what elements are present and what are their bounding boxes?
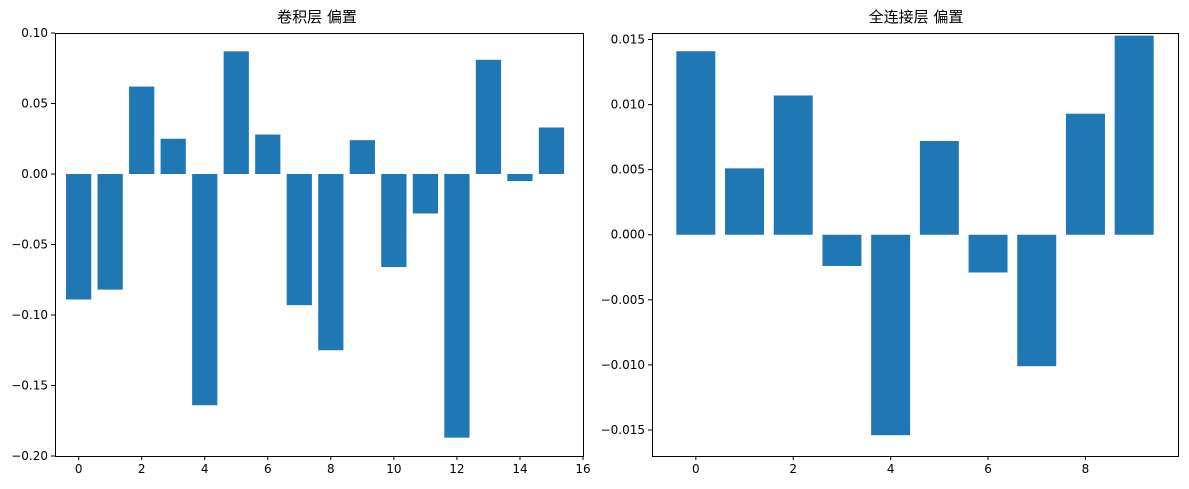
fc-x-tick-label: 2 <box>789 462 797 476</box>
conv-x-tick-label: 14 <box>512 462 527 476</box>
conv-y-tick-label: −0.05 <box>11 238 48 252</box>
conv-x-tick-label: 6 <box>264 462 272 476</box>
conv-bar-5 <box>223 51 249 174</box>
fc-bias-chart: 全连接层 偏置 0 2 4 6 8 0.015 0.010 0.005 0.000 −0.005 −… <box>601 8 1179 476</box>
conv-x-tick-label: 10 <box>386 462 401 476</box>
fc-y-tick-label: 0.000 <box>611 228 645 242</box>
fc-bar-4 <box>871 234 911 436</box>
fc-bar-8 <box>1065 113 1105 235</box>
conv-bar-0 <box>66 174 92 300</box>
fc-x-tick-label: 0 <box>692 462 700 476</box>
conv-y-tick-label: −0.15 <box>11 379 48 393</box>
fc-bar-5 <box>919 141 959 235</box>
fc-plot-frame <box>652 33 1179 457</box>
conv-x-tick-label: 8 <box>327 462 335 476</box>
fc-bar-6 <box>968 234 1008 273</box>
fc-y-tick-label: −0.005 <box>601 293 645 307</box>
conv-plot-frame <box>55 33 584 457</box>
fc-x-tick-label: 8 <box>1082 462 1090 476</box>
conv-bar-7 <box>286 174 312 306</box>
conv-bar-3 <box>160 138 186 174</box>
fc-y-tick-label: 0.005 <box>611 163 645 177</box>
conv-y-tick-label: 0.00 <box>21 167 48 181</box>
conv-y-tick-label: 0.05 <box>21 97 48 111</box>
fc-x-tick-label: 4 <box>887 462 895 476</box>
conv-y-tick-label: 0.10 <box>21 26 48 40</box>
fc-y-tick-label: −0.015 <box>601 423 645 437</box>
conv-bar-1 <box>97 174 123 290</box>
fc-bar-9 <box>1114 35 1154 235</box>
conv-bar-4 <box>192 174 218 406</box>
conv-bar-8 <box>318 174 344 351</box>
fc-bars <box>676 35 1154 436</box>
conv-bar-9 <box>349 140 375 174</box>
fc-y-tick-label: 0.015 <box>611 33 645 47</box>
fc-chart-title: 全连接层 偏置 <box>869 8 964 26</box>
fc-y-tick-label: −0.010 <box>601 358 645 372</box>
fc-bar-7 <box>1017 234 1057 367</box>
conv-bar-6 <box>255 134 281 174</box>
conv-bars <box>66 51 565 438</box>
conv-x-tick-label: 0 <box>75 462 83 476</box>
conv-bar-13 <box>475 59 502 174</box>
conv-x-tick-label: 2 <box>138 462 146 476</box>
conv-bar-12 <box>444 174 470 438</box>
fc-y-tick-label: 0.010 <box>611 98 645 112</box>
conv-bar-11 <box>412 174 438 214</box>
conv-axis-ticks: 0 2 4 6 8 10 12 14 16 0.10 0.05 0.00 −0.05 −0.10 −0.15… <box>11 26 590 476</box>
conv-chart-title: 卷积层 偏置 <box>277 8 357 26</box>
fc-bar-2 <box>773 95 813 235</box>
conv-x-tick-label: 16 <box>575 462 590 476</box>
conv-bar-14 <box>507 174 533 182</box>
conv-y-tick-label: −0.10 <box>11 308 48 322</box>
conv-y-tick-label: −0.20 <box>11 449 48 463</box>
conv-x-tick-label: 4 <box>201 462 209 476</box>
conv-bar-10 <box>381 174 407 268</box>
conv-bar-15 <box>538 127 565 174</box>
fc-x-tick-label: 6 <box>984 462 992 476</box>
conv-bar-2 <box>129 86 155 174</box>
conv-bias-chart: 卷积层 偏置 0 2 4 6 8 10 12 14 16 0.10 0.05 0.00 −0.05 −0.… <box>11 8 590 476</box>
fc-bar-3 <box>822 234 862 266</box>
fc-bar-0 <box>676 51 716 235</box>
conv-x-tick-label: 12 <box>449 462 464 476</box>
fc-bar-1 <box>725 168 765 235</box>
fc-axis-ticks: 0 2 4 6 8 0.015 0.010 0.005 0.000 −0.005 −0.010 −0.… <box>601 33 1090 476</box>
